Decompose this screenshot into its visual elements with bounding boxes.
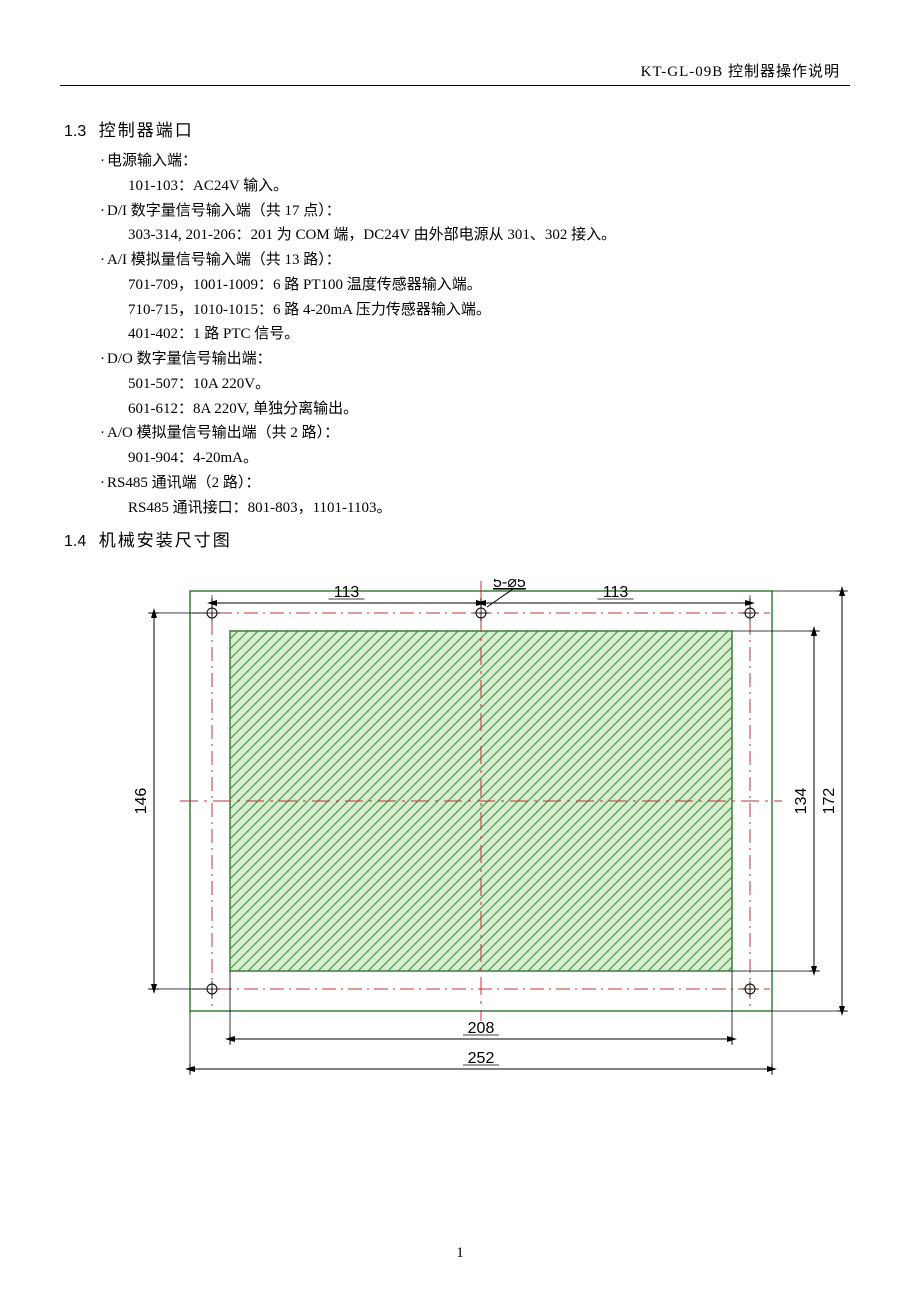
item-line: 701-709，1001-1009：6 路 PT100 温度传感器输入端。 [100, 273, 850, 298]
item-line: RS485 通讯接口：801-803，1101-1103。 [100, 496, 850, 521]
svg-text:5-⌀5: 5-⌀5 [493, 579, 526, 591]
item-head: D/I 数字量信号输入端（共 17 点）： [107, 203, 341, 219]
svg-text:208: 208 [468, 1020, 495, 1037]
item-head: RS485 通讯端（2 路）： [107, 475, 260, 491]
item-head: A/I 模拟量信号输入端（共 13 路）： [107, 252, 341, 268]
svg-text:252: 252 [468, 1050, 495, 1067]
section-title: 控制器端口 [99, 121, 194, 140]
section-number: 1.4 [64, 533, 86, 550]
list-item: ·电源输入端： [100, 149, 850, 174]
item-head: A/O 模拟量信号输出端（共 2 路）： [107, 425, 339, 441]
item-head: 电源输入端： [107, 153, 197, 169]
header-title: KT-GL-09B 控制器操作说明 [60, 60, 850, 86]
section-title: 机械安装尺寸图 [99, 531, 232, 550]
list-item: ·A/I 模拟量信号输入端（共 13 路）： [100, 248, 850, 273]
section-1-3-content: ·电源输入端： 101-103：AC24V 输入。 ·D/I 数字量信号输入端（… [60, 149, 850, 520]
dimension-svg: 5-⌀5 113 113 208 252 146 134 172 [100, 579, 860, 1099]
item-line: 710-715，1010-1015：6 路 4-20mA 压力传感器输入端。 [100, 298, 850, 323]
svg-text:134: 134 [793, 788, 810, 815]
section-number: 1.3 [64, 123, 86, 140]
svg-text:113: 113 [603, 584, 629, 601]
item-line: 601-612：8A 220V, 单独分离输出。 [100, 397, 850, 422]
item-line: 501-507：10A 220V。 [100, 372, 850, 397]
section-1-4-heading: 1.4 机械安装尺寸图 [60, 526, 850, 551]
item-line: 303-314, 201-206：201 为 COM 端，DC24V 由外部电源… [100, 223, 850, 248]
item-head: D/O 数字量信号输出端： [107, 351, 272, 367]
dimension-diagram: 5-⌀5 113 113 208 252 146 134 172 [100, 579, 860, 1104]
item-line: 901-904：4-20mA。 [100, 446, 850, 471]
list-item: ·D/O 数字量信号输出端： [100, 347, 850, 372]
item-line: 401-402：1 路 PTC 信号。 [100, 322, 850, 347]
page: KT-GL-09B 控制器操作说明 1.3 控制器端口 ·电源输入端： 101-… [0, 0, 920, 1302]
item-line: 101-103：AC24V 输入。 [100, 174, 850, 199]
svg-text:113: 113 [334, 584, 360, 601]
section-1-3-heading: 1.3 控制器端口 [60, 116, 850, 141]
list-item: ·A/O 模拟量信号输出端（共 2 路）： [100, 421, 850, 446]
list-item: ·RS485 通讯端（2 路）： [100, 471, 850, 496]
svg-text:172: 172 [821, 788, 838, 815]
page-number: 1 [0, 1245, 920, 1262]
svg-text:146: 146 [133, 788, 150, 815]
list-item: ·D/I 数字量信号输入端（共 17 点）： [100, 199, 850, 224]
